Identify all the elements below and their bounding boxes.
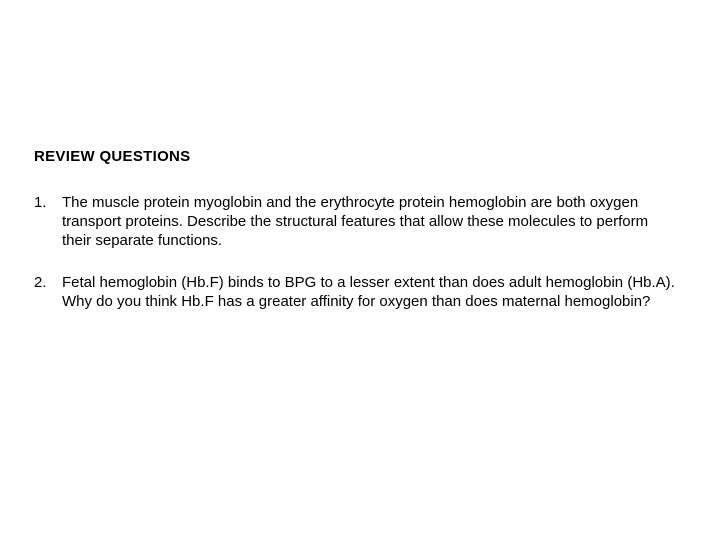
- list-item: 2. Fetal hemoglobin (Hb.F) binds to BPG …: [34, 273, 686, 311]
- section-heading: REVIEW QUESTIONS: [34, 148, 686, 165]
- question-text: Fetal hemoglobin (Hb.F) binds to BPG to …: [62, 273, 686, 311]
- question-number: 1.: [34, 193, 62, 251]
- question-text: The muscle protein myoglobin and the ery…: [62, 193, 686, 251]
- question-number: 2.: [34, 273, 62, 311]
- question-list: 1. The muscle protein myoglobin and the …: [34, 193, 686, 311]
- list-item: 1. The muscle protein myoglobin and the …: [34, 193, 686, 251]
